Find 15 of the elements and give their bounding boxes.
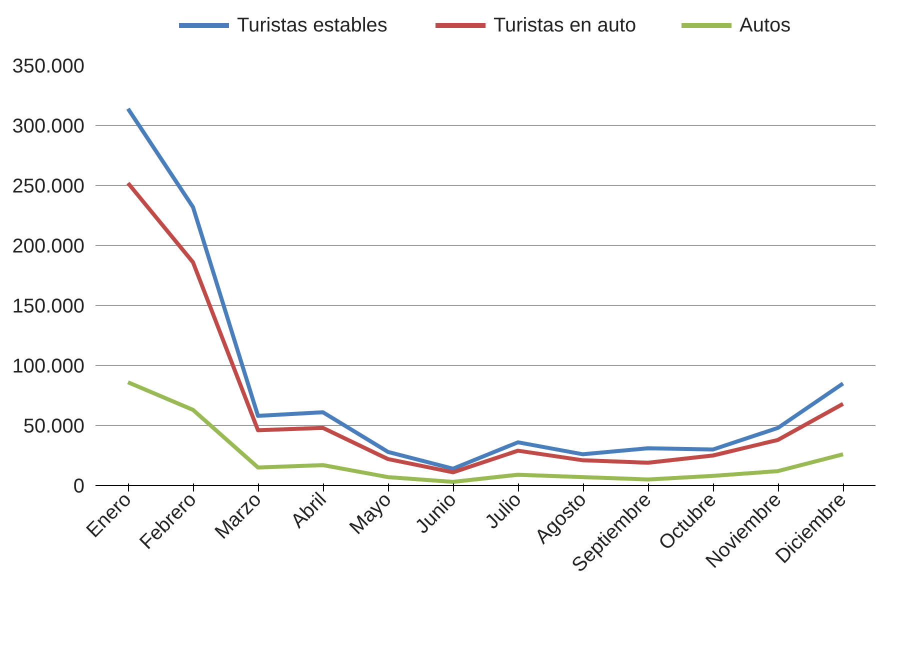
y-tick-label: 350.000 [12, 56, 84, 78]
y-tick-label: 250.000 [12, 176, 84, 198]
y-tick-label: 200.000 [12, 236, 84, 258]
y-tick-label: 50.000 [23, 416, 84, 438]
y-tick-label: 150.000 [12, 296, 84, 318]
y-tick-label: 0 [73, 476, 84, 498]
legend-label: Turistas en auto [494, 14, 636, 36]
x-tick-label: Julio [481, 488, 526, 534]
legend-label: Autos [740, 14, 791, 36]
legend-label: Turistas estables [237, 14, 388, 36]
line-series [126, 181, 845, 474]
line-series [126, 106, 845, 471]
y-tick-label: 300.000 [12, 116, 84, 138]
y-tick-label: 100.000 [12, 356, 84, 378]
line-series [126, 380, 845, 484]
